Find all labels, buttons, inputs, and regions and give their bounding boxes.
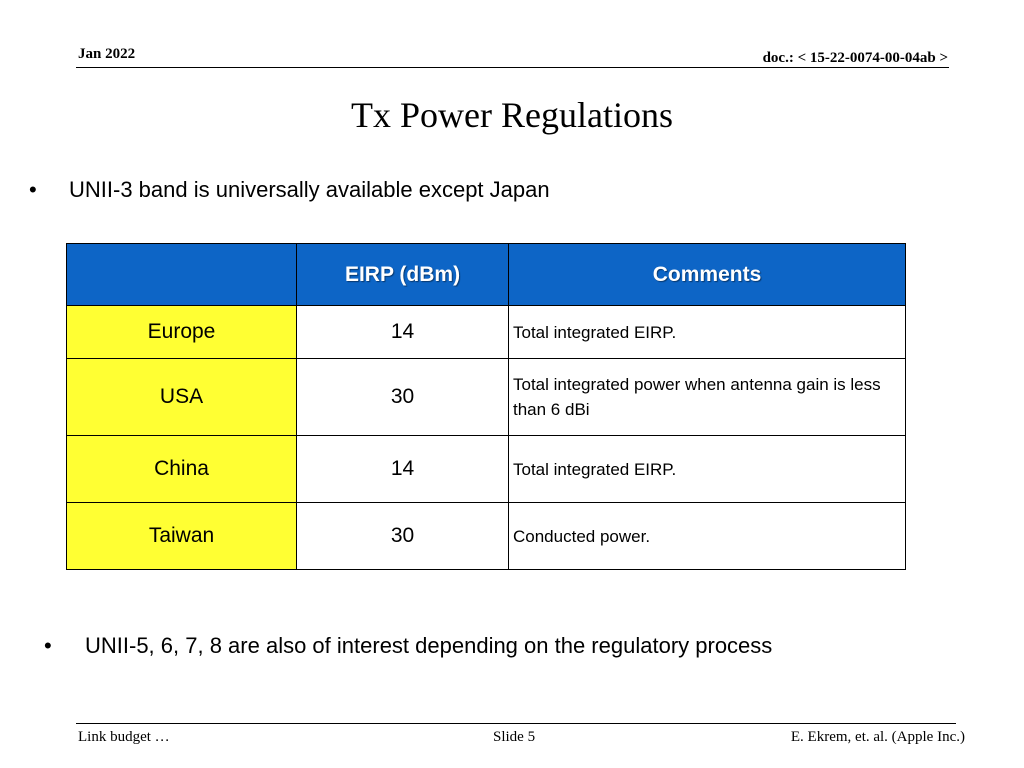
header-cell-empty xyxy=(66,243,297,306)
header-cell-eirp: EIRP (dBm) xyxy=(296,243,509,306)
footer-author: E. Ekrem, et. al. (Apple Inc.) xyxy=(790,729,965,745)
doc-number: < 15-22-0074-00-04ab > xyxy=(797,50,948,66)
eirp-cell: 30 xyxy=(296,502,509,570)
table-row: China 14 Total integrated EIRP. xyxy=(66,435,906,503)
eirp-cell: 30 xyxy=(296,358,509,436)
table-row: Taiwan 30 Conducted power. xyxy=(66,502,906,570)
bullet-dot: • xyxy=(29,177,37,202)
header-date: Jan 2022 xyxy=(78,46,136,62)
comment-cell: Total integrated EIRP. xyxy=(508,435,906,503)
region-cell: Europe xyxy=(66,305,297,359)
eirp-cell: 14 xyxy=(296,305,509,359)
comment-cell: Total integrated EIRP. xyxy=(508,305,906,359)
slide-title: Tx Power Regulations xyxy=(351,95,673,135)
header-doc-id: doc.: < 15-22-0074-00-04ab > xyxy=(763,50,948,67)
footer-left: Link budget … xyxy=(78,729,170,745)
header-divider xyxy=(76,67,949,68)
doc-prefix: doc.: xyxy=(762,50,794,66)
comment-cell: Conducted power. xyxy=(508,502,906,570)
bullet-dot: • xyxy=(44,633,52,658)
table-row: USA 30 Total integrated power when anten… xyxy=(66,358,906,436)
comment-cell: Total integrated power when antenna gain… xyxy=(508,358,906,436)
bullet-text: UNII-5, 6, 7, 8 are also of interest dep… xyxy=(85,633,773,658)
region-cell: Taiwan xyxy=(66,502,297,570)
footer-slide-number: Slide 5 xyxy=(493,729,536,745)
bullet-text: UNII-3 band is universally available exc… xyxy=(69,177,550,202)
eirp-cell: 14 xyxy=(296,435,509,503)
header-cell-comments: Comments xyxy=(508,243,906,306)
tx-power-table: EIRP (dBm) Comments Europe 14 Total inte… xyxy=(66,243,906,570)
region-cell: USA xyxy=(66,358,297,436)
table-row: Europe 14 Total integrated EIRP. xyxy=(66,305,906,359)
table-header-row: EIRP (dBm) Comments xyxy=(66,243,906,306)
footer-divider xyxy=(76,723,956,724)
region-cell: China xyxy=(66,435,297,503)
